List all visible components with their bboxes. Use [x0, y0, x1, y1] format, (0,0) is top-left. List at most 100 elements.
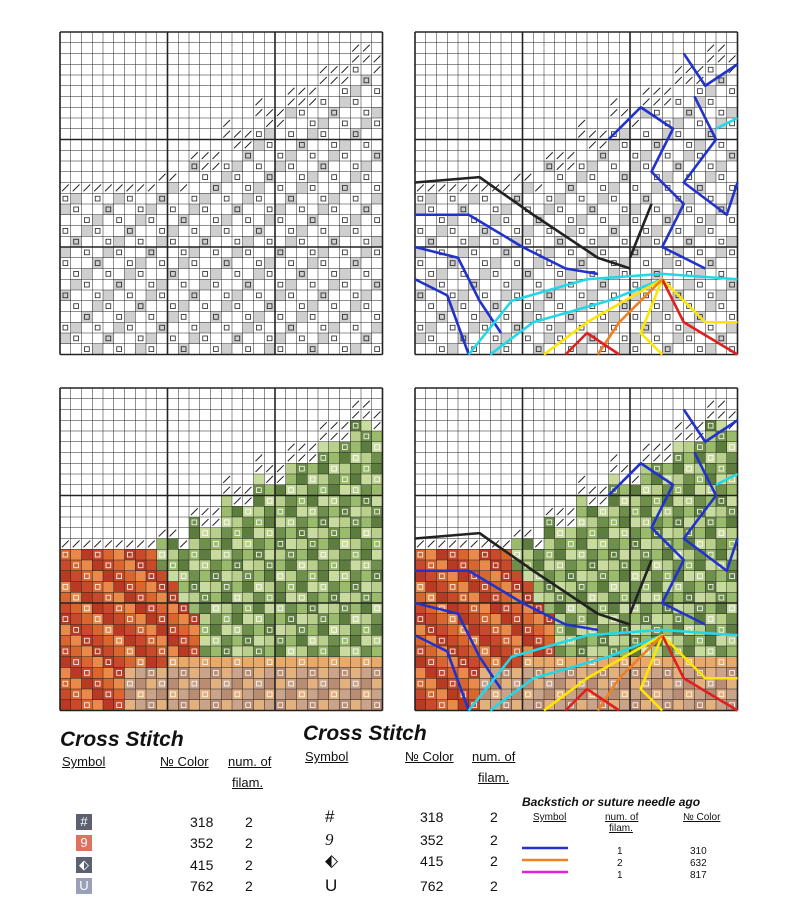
stitch-cell	[511, 592, 523, 603]
symbol	[320, 648, 327, 655]
symbol	[492, 271, 499, 277]
symbol	[449, 551, 456, 558]
symbol	[568, 573, 574, 579]
stitch-cell	[576, 247, 587, 258]
stitch-cell	[307, 592, 318, 603]
stitch-cell	[630, 343, 641, 355]
stitch-cell	[113, 204, 125, 215]
stitch-cell	[371, 268, 383, 280]
stitch-cell	[70, 236, 82, 247]
stitch-cell	[135, 560, 146, 571]
stitch-cell	[683, 689, 695, 700]
stitch-cell	[576, 646, 587, 657]
stitch-cell	[124, 581, 136, 593]
stitch-cell	[705, 268, 716, 280]
stitch-cell	[673, 495, 684, 507]
stitch-cell	[361, 64, 372, 75]
half-stitch	[308, 443, 317, 451]
stitch-cell	[447, 592, 458, 603]
stitch-cell	[221, 549, 232, 560]
stitch-cell	[264, 236, 275, 247]
stitch-cell	[565, 204, 577, 215]
symbol	[686, 238, 692, 245]
stitch-cell	[178, 300, 189, 312]
symbol	[697, 702, 703, 708]
stitch-cell	[156, 236, 168, 247]
stitch-cell	[285, 268, 297, 280]
stitch-cell	[307, 236, 318, 247]
stitch-cell	[490, 300, 501, 312]
stitch-cell	[318, 635, 329, 646]
symbol	[288, 260, 294, 266]
stitch-cell	[361, 311, 372, 323]
stitch-cell	[253, 624, 265, 636]
stitch-cell	[415, 193, 426, 204]
stitch-cell	[361, 538, 372, 550]
symbol	[460, 303, 467, 309]
symbol	[718, 691, 725, 698]
stitch-cell	[232, 624, 243, 636]
stitch-cell	[210, 279, 222, 290]
stitch-cell	[275, 236, 286, 247]
stitch-cell	[371, 290, 383, 301]
stitch-cell	[350, 150, 361, 161]
symbol	[718, 142, 725, 148]
stitch-cell	[189, 333, 200, 344]
stitch-cell	[522, 635, 534, 646]
stitch-cell	[683, 517, 695, 528]
stitch-cell	[156, 603, 168, 614]
stitch-cell	[425, 236, 437, 247]
stitch-cell	[221, 257, 232, 269]
symbol	[439, 670, 445, 676]
half-stitch	[459, 184, 468, 192]
stitch-cell	[447, 635, 458, 646]
half-stitch	[674, 432, 683, 441]
stitch-cell	[296, 290, 308, 301]
half-stitch	[201, 518, 209, 527]
stitch-cell	[189, 279, 200, 290]
symbol	[299, 142, 305, 148]
stitch-cell	[597, 592, 609, 603]
stitch-cell	[630, 225, 641, 237]
stitch-cell	[275, 678, 286, 689]
symbol	[503, 346, 510, 352]
stitch-cell	[511, 635, 523, 646]
stitch-cell	[651, 128, 663, 140]
stitch-cell	[232, 268, 243, 280]
symbol: #	[325, 807, 335, 826]
stitch-cell	[350, 656, 361, 668]
stitch-cell	[339, 257, 351, 269]
symbol	[643, 616, 649, 622]
stitch-cell	[232, 225, 243, 237]
stitch-cell	[318, 300, 329, 312]
stitch-cell	[447, 236, 458, 247]
stitch-cell	[242, 322, 254, 333]
symbol	[374, 152, 380, 159]
stitch-cell	[178, 268, 189, 280]
stitch-cell	[415, 689, 426, 700]
stitch-cell	[468, 279, 480, 290]
symbol	[159, 292, 165, 299]
stitch-cell	[135, 214, 146, 226]
symbol	[589, 238, 596, 245]
stitch-cell	[242, 150, 254, 161]
stitch-cell	[135, 343, 146, 355]
stitch-cell	[210, 538, 222, 550]
stitch-cell	[113, 603, 125, 614]
half-stitch	[620, 464, 629, 473]
symbol	[105, 659, 112, 665]
stitch-cell	[587, 311, 598, 323]
symbol	[266, 174, 273, 180]
stitch-cell	[544, 646, 555, 657]
symbol	[546, 324, 553, 331]
symbol	[664, 702, 671, 708]
stitch-cell	[339, 474, 351, 485]
stitch-cell	[103, 257, 114, 269]
stitch-cell	[328, 678, 340, 689]
stitch-cell	[146, 549, 157, 560]
stitch-cell	[242, 343, 254, 355]
backstitch-line	[467, 628, 738, 712]
symbol	[191, 519, 198, 526]
symbol	[245, 670, 251, 676]
stitch-cell	[307, 107, 318, 118]
